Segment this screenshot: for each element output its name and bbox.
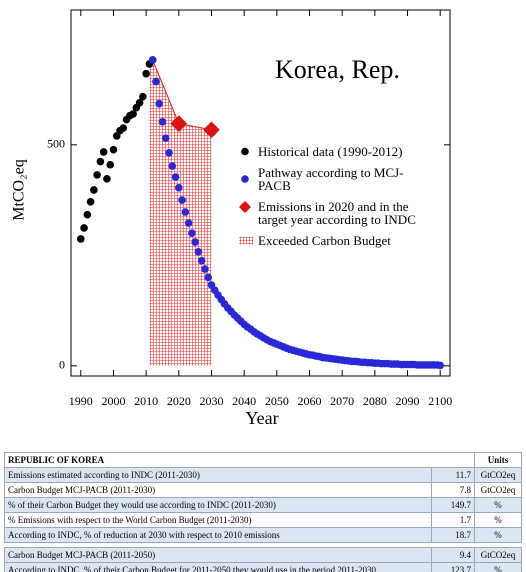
data-point (148, 56, 157, 64)
data-point (197, 256, 206, 265)
data-point (86, 198, 95, 206)
table-row: According to INDC, % of their Carbon Bud… (4, 562, 522, 572)
y-axis-label: MtCO₂eq (11, 159, 28, 221)
row-value: 9.4 (431, 547, 475, 563)
data-point (184, 219, 193, 227)
data-point (103, 175, 111, 183)
data-point (83, 210, 92, 219)
x-tick-label: 2010 (134, 394, 158, 408)
data-point (155, 99, 164, 108)
table-row: % Emissions with respect to the World Ca… (4, 512, 522, 528)
table-row: % of their Carbon Budget they would use … (4, 497, 522, 513)
data-point (171, 173, 180, 181)
table-row: According to INDC, % of reduction at 203… (4, 527, 522, 543)
x-tick-label: 2040 (232, 394, 256, 408)
chart: Korea, Rep. Year MtCO₂eq 1990 2000 2010 202… (11, 9, 452, 428)
legend: Historical data (1990-2012) Pathway accor… (258, 145, 426, 255)
row-label: Carbon Budget MCJ-PACB (2011-2050) (4, 547, 432, 563)
data-point (188, 229, 196, 238)
indc-marker (170, 115, 188, 132)
x-tick-label: 2020 (167, 394, 191, 408)
row-unit: % (474, 497, 522, 513)
x-tick-label: 2060 (298, 394, 322, 408)
x-tick-label: 2070 (330, 394, 354, 408)
data-point (135, 99, 144, 107)
x-tick-label: 1990 (69, 394, 93, 408)
data-point (201, 265, 209, 273)
data-point (77, 235, 85, 243)
row-value: 123.7 (431, 562, 475, 572)
data-point (168, 162, 177, 170)
table-row: Carbon Budget MCJ-PACB (2011-2050) 9.4 GtC… (4, 547, 522, 563)
data-point (142, 69, 150, 78)
legend-entry: Exceeded Carbon Budget (258, 233, 391, 248)
data-point (175, 183, 183, 192)
x-axis-label: Year (245, 408, 278, 428)
data-point (161, 134, 170, 142)
data-point (152, 77, 160, 86)
data-point (96, 157, 105, 166)
row-unit: % (474, 527, 522, 543)
x-tick-label: 2080 (363, 394, 387, 408)
table-header-row: REPUBLIC OF KOREA Units (4, 452, 522, 468)
x-tick-label: 2100 (428, 394, 452, 408)
data-point (158, 118, 167, 126)
data-point (80, 224, 88, 232)
x-tick-label: 2090 (396, 394, 420, 408)
table-header: REPUBLIC OF KOREA (4, 452, 475, 468)
legend-marker (239, 201, 251, 213)
row-value: 1.7 (431, 512, 475, 528)
y-tick-label: 0 (59, 358, 65, 372)
table-header: Units (474, 452, 522, 468)
legend-markers (239, 147, 253, 245)
indc-marker (203, 121, 220, 139)
legend-marker (241, 147, 249, 156)
data-point (165, 148, 173, 157)
row-unit: % (474, 512, 522, 528)
annotation: Korea, Rep. (275, 55, 400, 84)
data-point (90, 186, 98, 194)
data-point (194, 247, 203, 256)
row-unit: GtCO2eq (474, 467, 522, 483)
legend-marker (241, 175, 249, 183)
row-label: According to INDC, % of reduction at 203… (4, 527, 432, 543)
data-point (191, 238, 199, 246)
legend-entry: Pathway according to MCJ-PACB (258, 165, 404, 193)
row-value: 11.7 (431, 467, 475, 483)
plot-frame (70, 9, 451, 377)
table-row: Emissions estimated according to INDC (2… (4, 467, 522, 483)
data-point (204, 273, 213, 282)
summary-table: REPUBLIC OF KOREA Units Emissions estimate… (4, 452, 522, 572)
x-tick-label: 2000 (101, 394, 125, 408)
row-unit: GtCO2eq (474, 482, 522, 498)
legend-marker (239, 236, 253, 245)
table-row: Carbon Budget MCJ-PACB (2011-2030) 7.8 GtC… (4, 482, 522, 498)
data-point (106, 160, 115, 169)
row-label: According to INDC, % of their Carbon Bud… (4, 562, 432, 572)
row-value: 7.8 (431, 482, 475, 498)
legend-entry: Emissions in 2020 and in the target year… (258, 199, 416, 227)
y-tick-label: 500 (47, 137, 65, 151)
data-point (99, 148, 108, 156)
x-tick-label: 2050 (265, 394, 289, 408)
row-unit: GtCO2eq (474, 547, 522, 563)
row-label: % of their Carbon Budget they would use … (4, 497, 432, 513)
data-point (139, 92, 147, 101)
row-label: Carbon Budget MCJ-PACB (2011-2030) (4, 482, 432, 498)
x-tick-label: 2030 (199, 394, 223, 408)
legend-entry: Historical data (1990-2012) (258, 144, 403, 159)
data-point (119, 124, 128, 132)
data-point (129, 110, 137, 118)
row-label: % Emissions with respect to the World Ca… (4, 512, 432, 528)
row-value: 18.7 (431, 527, 475, 543)
row-value: 149.7 (431, 497, 475, 513)
data-point (436, 361, 444, 370)
data-point (181, 208, 190, 216)
row-label: Emissions estimated according to INDC (2… (4, 467, 432, 483)
row-unit: % (474, 562, 522, 572)
data-point (93, 171, 101, 179)
data-point (109, 145, 118, 154)
data-point (178, 196, 186, 204)
